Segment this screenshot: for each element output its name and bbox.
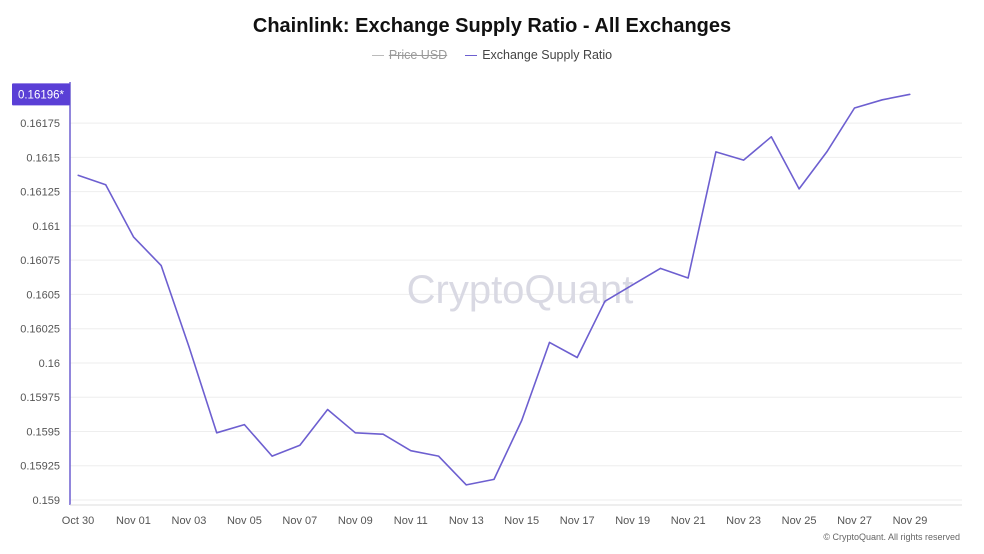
data-point [909,93,911,95]
data-point [881,99,883,101]
x-tick-label: Nov 23 [726,515,761,527]
data-point [465,484,467,486]
x-tick-label: Nov 13 [449,515,484,527]
y-tick-label: 0.1605 [26,289,60,301]
data-point [437,455,440,457]
x-tick-label: Nov 17 [560,515,595,527]
legend-swatch-price-usd [371,54,384,56]
data-point [659,267,662,269]
axes [69,82,962,506]
legend-item-price-usd[interactable]: Price USD [371,48,448,62]
series-exchange-supply-ratio [77,93,911,486]
data-point [105,184,107,186]
data-point [770,136,772,138]
legend-label-exchange-supply-ratio: Exchange Supply Ratio [482,48,613,62]
data-point [327,408,329,411]
x-tick-label: Nov 29 [893,515,928,527]
x-tick-label: Nov 03 [172,515,207,527]
y-tick-label: 0.1615 [26,152,60,164]
data-point [632,284,634,286]
data-point [687,277,689,279]
y-tick-label: 0.15975 [20,392,60,404]
data-point [243,424,245,426]
x-tick-label: Nov 11 [394,515,428,527]
data-point [604,300,606,302]
current-value-badge: 0.16196* [12,83,70,106]
x-tick-label: Nov 25 [782,515,817,527]
y-tick-label: 0.16025 [20,324,60,336]
y-tick-label: 0.16 [39,358,60,370]
chart-title: Chainlink: Exchange Supply Ratio - All E… [252,15,732,37]
x-tick-label: Nov 15 [504,515,539,527]
data-point [77,174,79,176]
y-tick-label: 0.15925 [20,461,60,473]
y-tick-label: 0.159 [32,495,60,507]
data-point [743,159,745,161]
legend-label-price-usd: Price USD [388,48,448,62]
x-tick-label: Nov 19 [615,515,650,527]
current-value-badge-bg [12,83,70,106]
x-tick-label: Nov 09 [338,515,373,527]
y-tick-label: 0.1595 [26,426,60,438]
data-point [521,419,523,422]
x-tick-label: Nov 21 [671,515,706,527]
x-tick-label: Nov 27 [837,515,872,527]
x-tick-label: Nov 05 [227,515,262,527]
data-point [576,356,578,359]
y-tick-label: 0.161 [32,221,60,233]
data-point [132,236,135,238]
data-point [160,265,162,267]
chart-legend: Price USD Exchange Supply Ratio [0,48,984,62]
data-point [798,188,800,190]
x-axis-ticks: Oct 30 Nov 01 Nov 03 Nov 05 Nov 07 Nov 09 Nov … [62,515,928,527]
y-tick-label: 0.16175 [20,118,60,130]
data-point [354,432,356,434]
legend-swatch-exchange-supply-ratio [465,54,478,56]
data-point [853,107,856,109]
data-point [548,341,551,343]
watermark-text: CryptoQuant [407,268,634,312]
legend-item-exchange-supply-ratio[interactable]: Exchange Supply Ratio [465,48,612,62]
data-point [271,455,273,457]
data-point [216,432,218,434]
data-point [826,151,828,153]
x-tick-label: Oct 30 [62,515,94,527]
y-tick-label: 0.16125 [20,187,60,199]
copyright-text: © CryptoQuant. All rights reserved [823,532,960,542]
current-value-badge-text: 0.16196* [18,89,65,101]
x-tick-label: Nov 01 [116,515,151,527]
y-tick-label: 0.16075 [20,255,60,267]
data-point [493,478,495,481]
data-point [410,450,412,452]
data-point [715,151,717,153]
x-tick-label: Nov 07 [282,515,317,527]
y-axis-ticks: 0.159 0.15925 0.1595 0.15975 0.16 0.16025 0.16… [20,118,60,507]
data-point [382,433,384,435]
grid-lines [70,122,962,501]
data-point [188,345,190,348]
data-point [299,444,301,446]
